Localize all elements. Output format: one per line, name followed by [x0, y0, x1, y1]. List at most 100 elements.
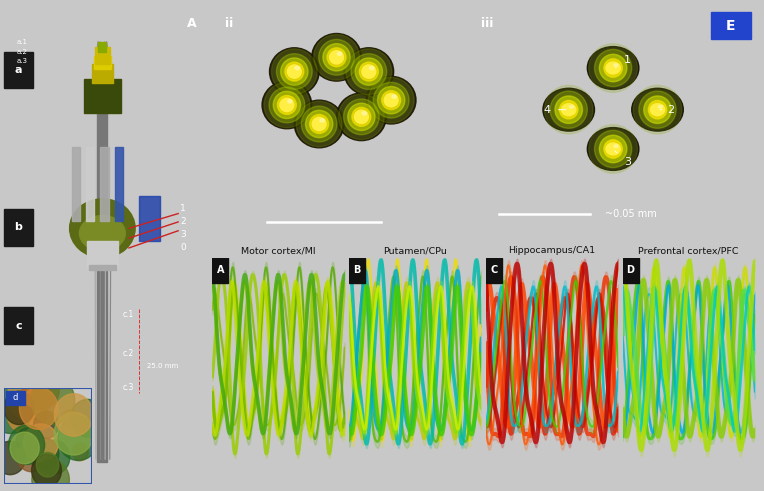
Ellipse shape	[569, 106, 574, 108]
Circle shape	[270, 48, 319, 95]
Ellipse shape	[306, 110, 333, 137]
Circle shape	[8, 425, 44, 464]
Ellipse shape	[285, 62, 304, 81]
Ellipse shape	[327, 48, 346, 67]
Bar	[711, 12, 750, 39]
Text: 2: 2	[667, 105, 674, 115]
Ellipse shape	[594, 50, 632, 86]
Circle shape	[312, 33, 361, 81]
Circle shape	[543, 88, 594, 131]
Circle shape	[384, 93, 398, 107]
Circle shape	[262, 81, 312, 129]
Circle shape	[606, 143, 620, 155]
Ellipse shape	[355, 58, 383, 85]
Circle shape	[354, 110, 368, 124]
Circle shape	[367, 77, 416, 124]
Circle shape	[34, 411, 59, 438]
Text: A: A	[216, 265, 224, 275]
Text: c.3: c.3	[123, 383, 134, 392]
Ellipse shape	[550, 91, 588, 128]
Ellipse shape	[264, 82, 309, 128]
Circle shape	[588, 47, 639, 89]
Circle shape	[8, 373, 51, 420]
Circle shape	[31, 454, 61, 487]
Text: a.2: a.2	[16, 49, 28, 55]
Text: E: E	[726, 19, 735, 33]
Bar	[4, 307, 33, 344]
Ellipse shape	[280, 58, 308, 85]
Ellipse shape	[659, 106, 662, 108]
Ellipse shape	[589, 44, 637, 92]
Ellipse shape	[639, 91, 676, 128]
Circle shape	[16, 428, 40, 454]
Ellipse shape	[319, 39, 354, 75]
Ellipse shape	[269, 87, 305, 123]
Bar	[486, 258, 502, 282]
Ellipse shape	[382, 91, 400, 109]
Ellipse shape	[348, 103, 375, 131]
Text: 25.0 mm: 25.0 mm	[147, 363, 179, 369]
Circle shape	[6, 389, 47, 434]
Ellipse shape	[277, 54, 312, 89]
Ellipse shape	[346, 49, 392, 94]
Text: Prefrontal cortex/PFC: Prefrontal cortex/PFC	[639, 246, 739, 255]
Ellipse shape	[604, 59, 623, 77]
Ellipse shape	[613, 145, 618, 148]
Circle shape	[61, 410, 79, 429]
Text: 1: 1	[624, 55, 631, 65]
Circle shape	[54, 412, 93, 455]
Bar	[87, 241, 118, 268]
Ellipse shape	[309, 114, 329, 134]
Circle shape	[562, 104, 576, 116]
Circle shape	[18, 441, 45, 472]
Circle shape	[32, 460, 70, 491]
Circle shape	[280, 98, 294, 111]
Text: c.1: c.1	[123, 310, 134, 319]
Ellipse shape	[633, 85, 682, 134]
Circle shape	[329, 51, 344, 64]
Circle shape	[37, 453, 59, 477]
Ellipse shape	[295, 66, 299, 70]
Text: C: C	[490, 265, 497, 275]
Text: Putamen/CPu: Putamen/CPu	[384, 246, 447, 255]
Bar	[97, 108, 108, 462]
Circle shape	[337, 93, 387, 140]
Bar	[5, 391, 25, 405]
Bar	[349, 258, 365, 282]
Circle shape	[38, 440, 70, 474]
Ellipse shape	[362, 111, 367, 115]
Text: 1: 1	[180, 204, 186, 213]
Circle shape	[362, 65, 376, 78]
Text: c: c	[15, 321, 21, 330]
Bar	[92, 64, 112, 83]
Bar	[72, 147, 80, 221]
Bar	[4, 209, 33, 246]
Ellipse shape	[352, 108, 371, 126]
Ellipse shape	[392, 95, 397, 98]
Ellipse shape	[604, 140, 623, 158]
Ellipse shape	[287, 100, 292, 103]
Text: iii: iii	[481, 17, 494, 30]
Ellipse shape	[271, 49, 317, 94]
Circle shape	[29, 438, 59, 470]
Ellipse shape	[589, 125, 637, 173]
Circle shape	[58, 416, 99, 461]
Circle shape	[287, 65, 301, 78]
Ellipse shape	[314, 34, 359, 80]
Ellipse shape	[296, 101, 342, 147]
Circle shape	[0, 384, 33, 434]
Circle shape	[10, 432, 39, 464]
Ellipse shape	[351, 54, 387, 89]
Text: D: D	[626, 265, 635, 275]
Circle shape	[650, 104, 665, 116]
Bar	[89, 265, 115, 270]
Ellipse shape	[600, 55, 626, 82]
Ellipse shape	[368, 77, 414, 123]
Text: 3: 3	[624, 157, 631, 167]
Text: a.1: a.1	[16, 39, 28, 45]
Ellipse shape	[359, 62, 378, 81]
Bar	[84, 79, 121, 113]
Text: 0: 0	[180, 243, 186, 252]
Text: A: A	[187, 17, 196, 30]
Ellipse shape	[70, 199, 135, 258]
